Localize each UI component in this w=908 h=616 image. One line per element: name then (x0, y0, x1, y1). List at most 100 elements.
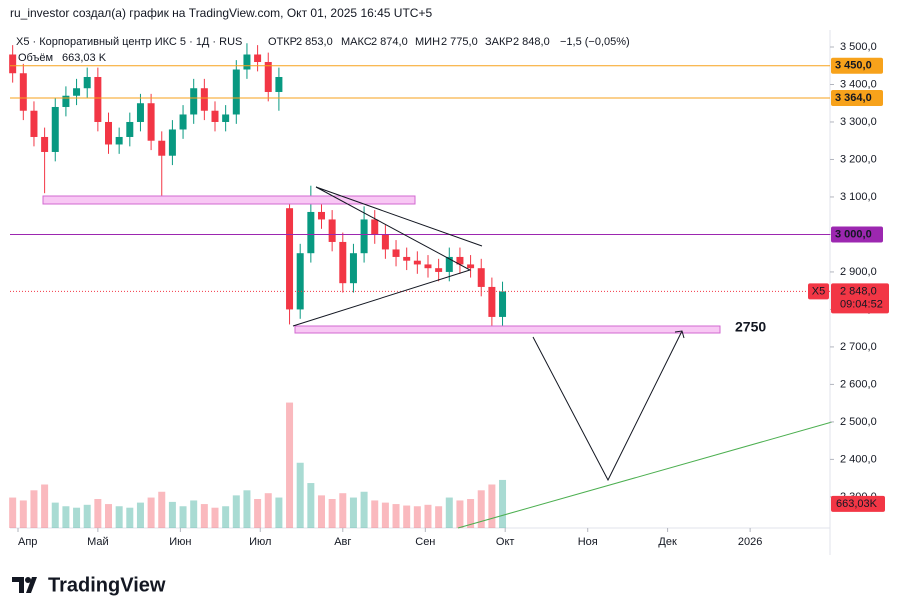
candle-body (200, 88, 208, 111)
arrow-head (674, 330, 685, 339)
volume-bar (371, 500, 379, 528)
volume-bar (30, 490, 38, 528)
x-tick-label: Дек (658, 536, 677, 548)
symbol-box (808, 283, 829, 300)
x-tick-label: Авг (334, 536, 351, 548)
y-tick-label: 2 500,0 (840, 416, 877, 428)
volume-bar (62, 506, 70, 528)
level-label: 3 364,0 (835, 92, 872, 104)
candle-body (168, 129, 176, 156)
symbol-label: X5 (812, 285, 825, 297)
candle-body (264, 61, 272, 92)
volume-bar (83, 504, 91, 528)
candle-body (254, 54, 262, 62)
candle-body (499, 291, 507, 317)
plot (9, 43, 830, 528)
volume-bar (168, 501, 176, 528)
candle-body (51, 106, 59, 152)
volume-bar (339, 493, 347, 528)
volume-bar (413, 506, 421, 528)
candle-body (222, 114, 230, 122)
candle-body (328, 219, 336, 242)
volume-bar (445, 497, 453, 528)
volume-bar (424, 504, 432, 528)
legend-label: МАКС (341, 36, 372, 48)
y-tick-label: 3 200,0 (840, 153, 877, 165)
volume-bar (307, 483, 315, 528)
candle-body (456, 256, 464, 265)
volume-bar (317, 495, 325, 528)
candle-body (190, 88, 198, 115)
candle-body (424, 264, 432, 269)
volume-bar (328, 499, 336, 528)
last-price-label: 2 848,0 (840, 285, 877, 297)
zone-rect (42, 195, 416, 205)
volume-bar (115, 506, 123, 528)
volume-bar (73, 507, 81, 528)
volume-bar (435, 506, 443, 528)
volume-bar (243, 490, 251, 528)
volume-bar (392, 504, 400, 528)
volume-bar (9, 497, 17, 528)
volume-bar (286, 402, 294, 528)
candle-body (94, 76, 102, 122)
candle-body (243, 54, 251, 70)
legend-label: ОТКР (268, 36, 297, 48)
candle-body (371, 219, 379, 235)
level-label-box (831, 226, 883, 243)
legend-label: ЗАКР (485, 36, 513, 48)
candle-body (179, 114, 187, 130)
legend-change: −1,5 (−0,05%) (560, 36, 630, 48)
candle-body (19, 73, 27, 111)
y-tick-label: 3 100,0 (840, 191, 877, 203)
triangle-drawing (292, 186, 483, 327)
legend-symbol: X5 · Корпоративный центр ИКС 5 · 1Д · RU… (16, 36, 242, 48)
volume-bar (499, 479, 507, 528)
candle-body (147, 103, 155, 141)
y-tick-label: 2 400,0 (840, 453, 877, 465)
volume-bar (254, 499, 262, 528)
legend-value: 2 853,0 (296, 36, 333, 48)
volume-bar (200, 504, 208, 528)
x-tick-label: Сен (415, 536, 435, 548)
candle-body (488, 286, 496, 317)
legend-label: МИН (415, 36, 440, 48)
candle-body (83, 76, 91, 89)
legend: X5 · Корпоративный центр ИКС 5 · 1Д · RU… (16, 36, 630, 64)
y-tick-label: 2 700,0 (840, 341, 877, 353)
candle-body (232, 69, 240, 115)
candle-body (392, 249, 400, 257)
candle-body (136, 103, 144, 122)
x-tick-label: Апр (18, 536, 37, 548)
volume-label-box (831, 495, 885, 512)
candle-body (275, 76, 283, 92)
volume-bar (360, 491, 368, 528)
volume-bar (19, 500, 27, 528)
volume-bar (232, 495, 240, 528)
volume-bar (94, 499, 102, 528)
volume-bar (381, 502, 389, 528)
candle-body (381, 234, 389, 250)
candle-body (105, 121, 113, 145)
level-label: 3 000,0 (835, 228, 872, 240)
candle-body (467, 264, 475, 269)
level-label-box (831, 89, 883, 106)
candle-body (9, 54, 17, 74)
volume-bar (136, 502, 144, 528)
legend-value: 663,03 K (62, 52, 107, 64)
volume-bar (349, 497, 357, 528)
candle-body (211, 110, 219, 122)
annotation: 2750 (735, 319, 766, 335)
candle-body (413, 260, 421, 265)
y-tick-label: 3 500,0 (840, 41, 877, 53)
x-tick-label: 2026 (738, 536, 762, 548)
x-tick-label: Июл (249, 536, 271, 548)
logo-icon (12, 577, 37, 593)
x-tick-label: Май (87, 536, 109, 548)
volume-bar (296, 462, 304, 528)
candle-body (477, 268, 485, 287)
legend-value: 2 874,0 (371, 36, 408, 48)
candle-body (349, 253, 357, 284)
level-label: 3 450,0 (835, 60, 872, 72)
